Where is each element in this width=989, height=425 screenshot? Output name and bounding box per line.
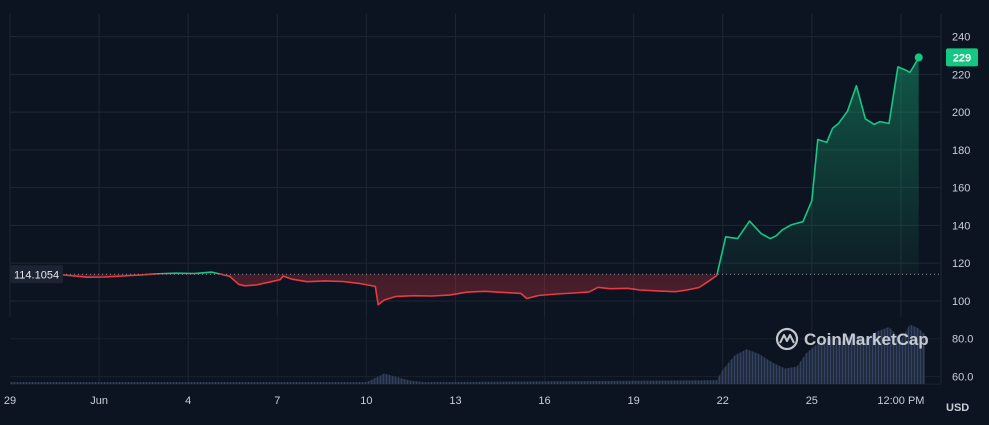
y-tick-label: 200 — [952, 107, 970, 119]
y-tick-label: 100 — [952, 296, 970, 308]
y-tick-label: 60.0 — [952, 371, 973, 383]
x-tick-label: 22 — [717, 395, 729, 407]
watermark-text: CoinMarketCap — [804, 330, 929, 349]
x-tick-label: 19 — [628, 395, 640, 407]
price-line — [54, 57, 920, 306]
y-tick-label: 240 — [952, 32, 970, 44]
currency-label: USD — [946, 402, 969, 414]
x-axis: 29 Jun 4 7 10 13 16 19 22 25 12:00 PM — [4, 395, 925, 407]
price-line-up — [54, 57, 920, 275]
x-tick-label: 25 — [806, 395, 818, 407]
coinmarketcap-watermark: CoinMarketCap — [775, 327, 929, 351]
y-tick-label: 180 — [952, 145, 970, 157]
price-area-down — [58, 274, 718, 305]
price-area-fill — [54, 57, 919, 305]
reference-price-value: 114.1054 — [14, 269, 59, 281]
y-tick-label: 80.0 — [952, 334, 973, 346]
x-tick-label: Jun — [90, 395, 108, 407]
x-tick-label: 12:00 PM — [877, 395, 924, 407]
x-tick-label: 7 — [274, 395, 280, 407]
x-tick-label: 10 — [360, 395, 372, 407]
x-tick-label: 4 — [185, 395, 191, 407]
last-price-dot — [914, 53, 923, 62]
last-price-badge: 229 — [946, 48, 978, 67]
volume-bars — [9, 317, 941, 384]
reference-price-label: 114.1054 — [10, 265, 63, 284]
y-tick-label: 160 — [952, 183, 970, 195]
y-tick-label: 120 — [952, 258, 970, 270]
last-price-value: 229 — [953, 52, 971, 64]
x-tick-label: 13 — [449, 395, 461, 407]
y-tick-label: 140 — [952, 220, 970, 232]
y-axis: 60.0 80.0 100 120 140 160 180 200 220 240 — [952, 32, 973, 384]
x-tick-label: 16 — [538, 395, 550, 407]
price-area-up — [54, 57, 919, 275]
x-tick-label: 29 — [4, 395, 16, 407]
price-line-down — [54, 274, 718, 306]
y-tick-label: 220 — [952, 69, 970, 81]
coinmarketcap-logo-icon — [775, 327, 799, 351]
